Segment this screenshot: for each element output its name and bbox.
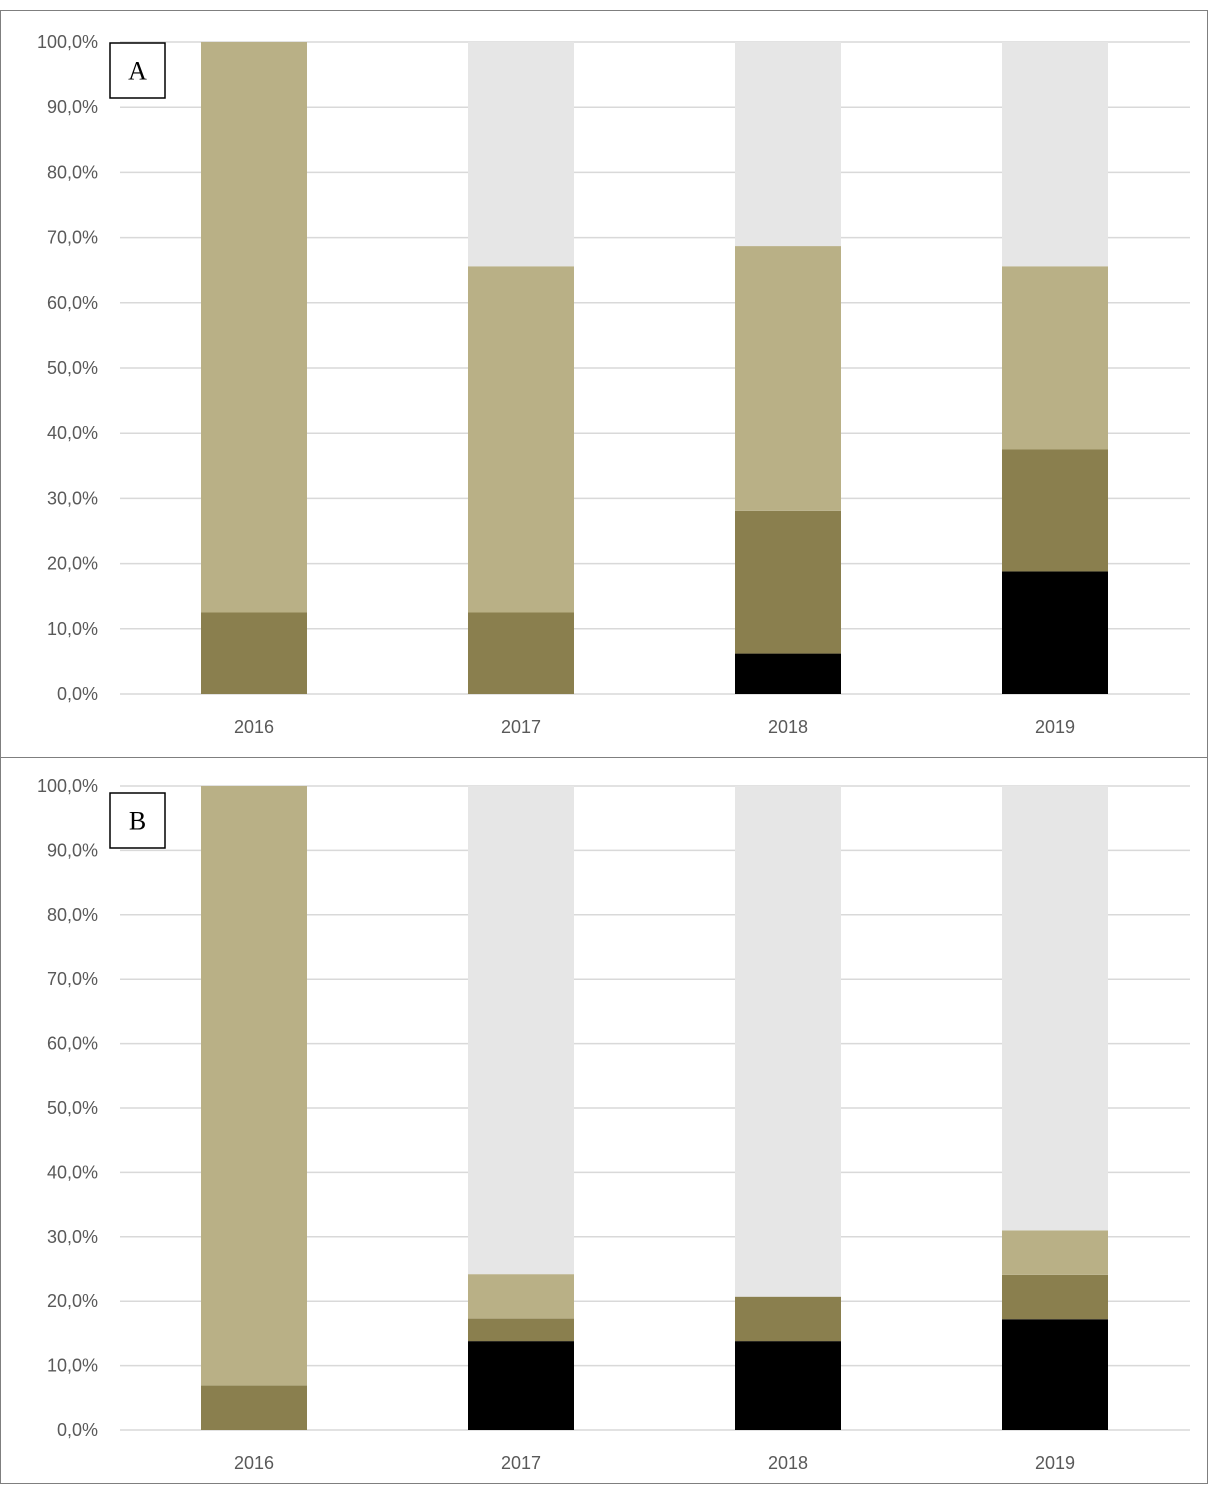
y-tick-label: 100,0% [37, 32, 98, 52]
y-tick-label: 50,0% [47, 358, 98, 378]
x-tick-label: 2018 [768, 1453, 808, 1473]
y-tick-label: 60,0% [47, 293, 98, 313]
bar-segment [468, 1341, 574, 1430]
y-tick-label: 40,0% [47, 1162, 98, 1182]
y-tick-label: 20,0% [47, 1291, 98, 1311]
bar-segment [468, 612, 574, 694]
x-tick-label: 2017 [501, 717, 541, 737]
bar-segment [735, 1296, 841, 1342]
y-tick-label: 80,0% [47, 162, 98, 182]
bar-segment [1002, 266, 1108, 450]
y-tick-label: 90,0% [47, 840, 98, 860]
bar-segment [735, 42, 841, 247]
x-tick-label: 2019 [1035, 717, 1075, 737]
bar-segment [1002, 42, 1108, 267]
bar-segment [1002, 571, 1108, 694]
bar-segment [735, 786, 841, 1297]
bar-segment [1002, 1230, 1108, 1275]
bar-segment [201, 786, 307, 1386]
y-tick-label: 100,0% [37, 776, 98, 796]
panel-letter: B [129, 807, 146, 836]
bar-segment [468, 786, 574, 1275]
y-tick-label: 70,0% [47, 969, 98, 989]
bar-segment [468, 42, 574, 267]
bar-segment [735, 653, 841, 694]
bar-segment [201, 612, 307, 694]
y-tick-label: 50,0% [47, 1098, 98, 1118]
chart-panel-a: 0,0% 10,0% 20,0% 30,0% 40,0% 50,0% 60,0% 70,0% 8… [37, 32, 1190, 737]
bar-segment [468, 266, 574, 613]
bar-segment [735, 510, 841, 654]
bar-segment [1002, 449, 1108, 572]
y-tick-label: 30,0% [47, 488, 98, 508]
bar-segment [1002, 786, 1108, 1231]
bar-segment [735, 1341, 841, 1430]
bar-segment [201, 1385, 307, 1430]
y-tick-label: 30,0% [47, 1227, 98, 1247]
bar-segment [1002, 1274, 1108, 1320]
panel-letter: A [128, 57, 147, 86]
bar-segment [468, 1318, 574, 1342]
y-tick-label: 10,0% [47, 619, 98, 639]
x-tick-label: 2018 [768, 717, 808, 737]
x-tick-label: 2016 [234, 717, 274, 737]
panel-letter-box [109, 792, 166, 849]
bar-segment [735, 246, 841, 511]
y-tick-label: 60,0% [47, 1034, 98, 1054]
panel-letter-box [109, 42, 166, 99]
y-tick-label: 20,0% [47, 554, 98, 574]
y-tick-label: 0,0% [57, 1420, 98, 1440]
bar-segment [1002, 1319, 1108, 1430]
y-tick-label: 70,0% [47, 228, 98, 248]
y-tick-label: 40,0% [47, 423, 98, 443]
y-tick-label: 0,0% [57, 684, 98, 704]
bar-segment [201, 42, 307, 613]
x-tick-label: 2019 [1035, 1453, 1075, 1473]
bar-segment [468, 1274, 574, 1319]
chart-panel-b: 0,0% 10,0% 20,0% 30,0% 40,0% 50,0% 60,0% 70,0% 8… [37, 776, 1190, 1473]
y-tick-label: 90,0% [47, 97, 98, 117]
y-tick-label: 80,0% [47, 905, 98, 925]
y-tick-label: 10,0% [47, 1356, 98, 1376]
x-tick-label: 2017 [501, 1453, 541, 1473]
x-tick-label: 2016 [234, 1453, 274, 1473]
